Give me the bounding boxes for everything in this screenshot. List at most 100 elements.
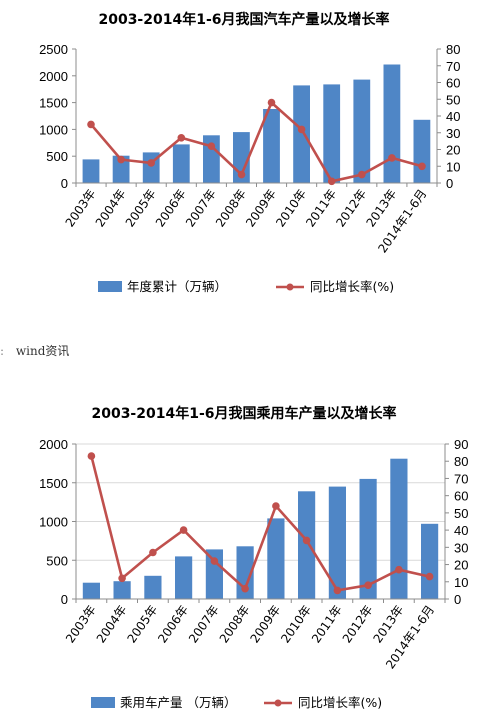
category-label: 2005年 (124, 603, 160, 646)
bar (205, 549, 223, 599)
category-label: 2010年 (273, 187, 309, 230)
category-label: 2009年 (243, 187, 279, 230)
right-tick-label: 60 (446, 76, 460, 91)
growth-point (388, 154, 396, 162)
category-label: 2006年 (155, 603, 191, 646)
chart2-legend-line-marker (274, 699, 282, 707)
growth-point (87, 120, 95, 129)
bar (390, 458, 408, 599)
chart1-left-ticks: 0 500 1000 1500 2000 2500 (39, 42, 68, 191)
category-label: 2011年 (309, 603, 345, 646)
right-tick-label: 80 (454, 454, 468, 469)
bar (328, 486, 346, 599)
bar (175, 556, 193, 599)
growth-point (149, 548, 157, 557)
bar (421, 523, 439, 599)
growth-point (237, 170, 246, 179)
growth-point (117, 155, 125, 164)
right-tick-label: 70 (454, 471, 468, 486)
growth-point (177, 134, 186, 142)
growth-point (297, 125, 306, 134)
right-tick-label: 40 (454, 523, 468, 538)
chart2-growth-line (87, 452, 434, 595)
bar (112, 155, 130, 183)
chart1-legend-line-marker (286, 283, 294, 291)
chart-vehicle-production: 2003-2014年1-6月我国汽车产量以及增长率 05001000150020… (39, 11, 460, 294)
left-tick-label: 1000 (39, 122, 68, 137)
growth-point (425, 572, 434, 581)
category-label: 2003年 (63, 187, 99, 230)
category-label: 2003年 (63, 603, 99, 646)
growth-line (90, 455, 430, 592)
growth-point (272, 502, 280, 510)
category-label: 2009年 (247, 603, 283, 646)
left-tick-label: 0 (61, 592, 68, 607)
right-tick-label: 30 (454, 540, 468, 555)
growth-point (179, 526, 188, 534)
chart1-bars (82, 64, 431, 183)
growth-point (267, 98, 276, 107)
growth-point (395, 565, 403, 574)
chart2-title: 2003-2014年1-6月我国乘用车产量以及增长率 (91, 405, 396, 422)
chart1-title: 2003-2014年1-6月我国汽车产量以及增长率 (98, 11, 389, 28)
bar (144, 575, 162, 600)
left-tick-label: 2000 (39, 437, 68, 452)
growth-point (358, 170, 366, 179)
chart1-category-labels: 2003年2004年2005年2006年2007年2008年2009年2010年… (63, 187, 430, 256)
chart2-legend-bar-label: 乘用车产量 （万辆） (120, 695, 236, 710)
right-tick-label: 70 (446, 59, 460, 74)
right-tick-label: 40 (446, 109, 460, 124)
left-tick-label: 500 (46, 553, 68, 568)
right-tick-label: 80 (446, 42, 460, 57)
chart1-legend: 年度累计（万辆） 同比增长率(%) (98, 279, 394, 294)
right-tick-label: 20 (446, 143, 460, 158)
right-tick-label: 60 (454, 489, 468, 504)
source-note-bullet: : (0, 344, 4, 358)
bar (82, 159, 100, 183)
bar (293, 85, 310, 183)
bar (383, 64, 401, 183)
left-tick-label: 500 (46, 149, 68, 164)
category-label: 2008年 (213, 187, 249, 230)
growth-point (147, 159, 155, 167)
right-tick-label: 10 (454, 575, 468, 590)
category-label: 2011年 (303, 187, 339, 230)
left-tick-label: 1500 (39, 96, 68, 111)
bar (359, 478, 377, 599)
left-tick-label: 1500 (39, 476, 68, 491)
chart2-axes (72, 443, 449, 603)
source-note: : wind资讯 (0, 344, 69, 358)
source-note-text: wind资讯 (16, 344, 70, 358)
category-label: 2007年 (186, 603, 222, 646)
right-tick-label: 50 (446, 92, 460, 107)
left-tick-label: 2000 (39, 69, 68, 84)
category-label: 2004年 (94, 603, 130, 646)
category-label: 2007年 (183, 187, 219, 230)
right-tick-label: 50 (454, 506, 468, 521)
chart2-legend: 乘用车产量 （万辆） 同比增长率(%) (91, 695, 382, 710)
bar (113, 581, 131, 599)
left-tick-label: 1000 (39, 515, 68, 530)
growth-point (241, 584, 249, 593)
left-tick-label: 2500 (39, 42, 68, 57)
growth-point (210, 557, 219, 565)
chart2-right-ticks: 0 10 20 30 40 50 60 70 80 90 (454, 437, 468, 607)
bar (203, 135, 220, 183)
left-tick-label: 0 (61, 176, 68, 191)
chart2-bars (82, 458, 439, 600)
chart1-legend-bar-label: 年度累计（万辆） (127, 279, 227, 294)
bar (82, 582, 100, 599)
category-label: 2012年 (340, 603, 376, 646)
growth-point (302, 536, 311, 545)
right-tick-label: 90 (454, 437, 468, 452)
bar (267, 518, 285, 599)
right-tick-label: 0 (454, 592, 461, 607)
bar (172, 144, 190, 183)
chart1-legend-line-label: 同比增长率(%) (310, 279, 394, 294)
bar (323, 84, 341, 183)
right-tick-label: 10 (446, 159, 460, 174)
bar (413, 119, 431, 183)
right-tick-label: 0 (446, 176, 453, 191)
